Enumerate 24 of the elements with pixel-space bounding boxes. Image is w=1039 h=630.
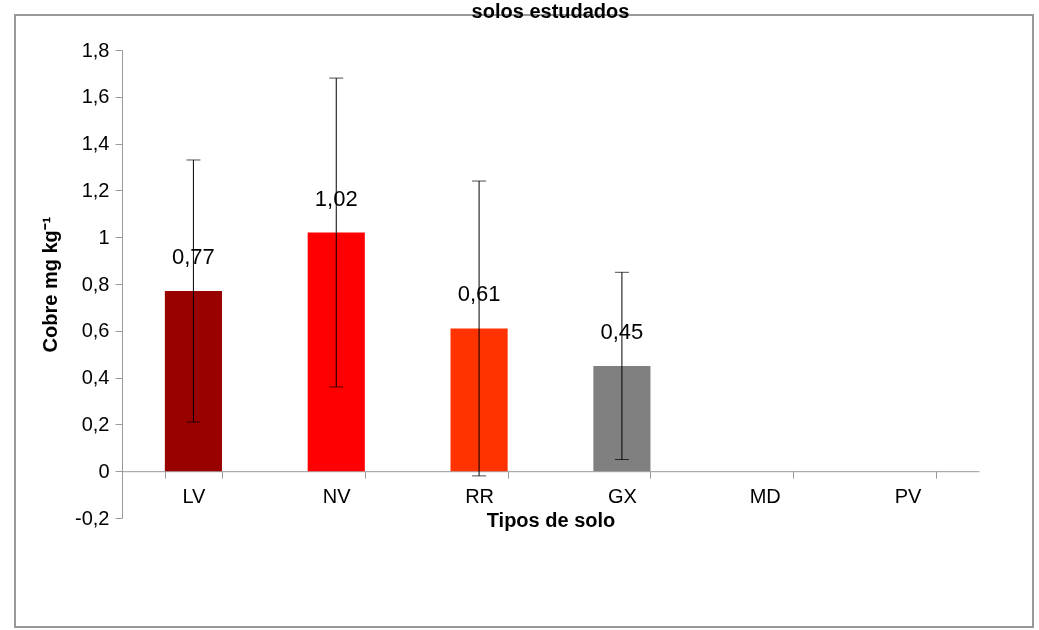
x-tick-label: NV	[322, 484, 352, 507]
bar	[164, 291, 222, 472]
y-tick-label: 0,4	[81, 366, 110, 389]
y-tick-label: 0,8	[81, 272, 110, 295]
x-tick-label: MD	[749, 484, 781, 507]
bar	[450, 328, 508, 472]
y-tick-label: 1	[98, 225, 110, 248]
x-tick-label: LV	[182, 484, 207, 507]
y-tick-label: 0,6	[81, 319, 110, 342]
x-axis-title: Tipos de solo	[486, 508, 616, 531]
bar	[593, 365, 651, 472]
x-tick-label: GX	[607, 484, 637, 507]
y-tick-label: 0,2	[81, 412, 110, 435]
x-tick-label: RR	[465, 484, 495, 507]
y-tick-label: 1,8	[81, 38, 110, 61]
y-tick-label: -0,2	[75, 506, 110, 529]
y-tick-label: 0	[98, 459, 110, 482]
y-axis-title: Cobre mg kg⁻¹	[39, 216, 62, 353]
y-tick-label: 1,4	[81, 132, 110, 155]
y-tick-label: 1,2	[81, 178, 110, 201]
chart-title: solos estudados	[471, 0, 630, 22]
bar	[307, 232, 365, 472]
y-tick-label: 1,6	[81, 85, 110, 108]
x-tick-label: PV	[894, 484, 923, 507]
